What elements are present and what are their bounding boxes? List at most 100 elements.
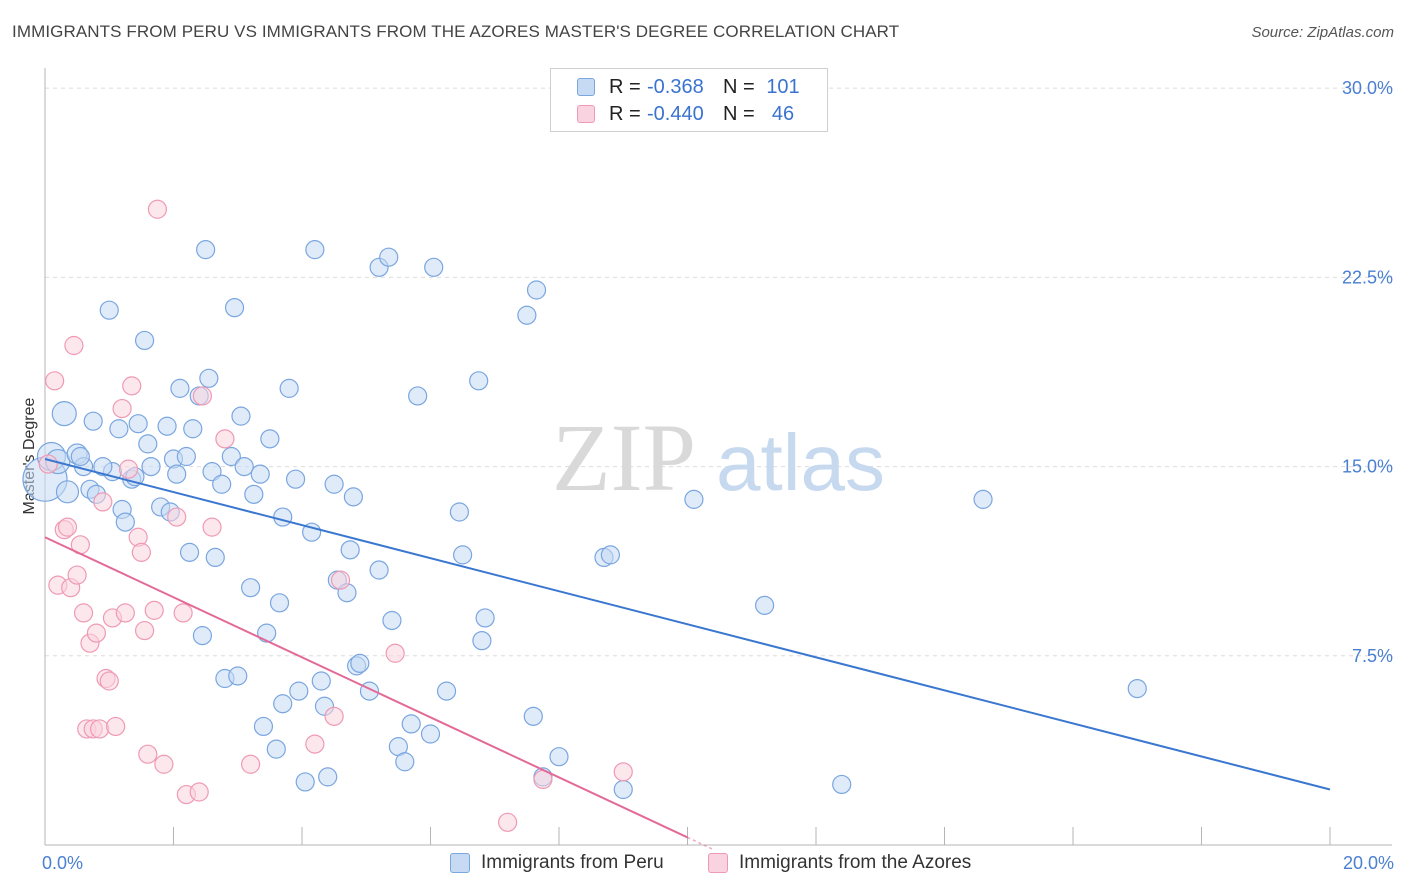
- bottom-legend-label-peru: Immigrants from Peru: [481, 852, 664, 873]
- peru-point: [273, 694, 293, 714]
- peru-point: [340, 540, 360, 560]
- peru-point: [241, 578, 261, 598]
- legend-r-label: R =: [609, 75, 641, 98]
- peru-point: [311, 671, 331, 691]
- peru-point: [93, 456, 113, 477]
- peru-point: [138, 434, 158, 454]
- azores-point: [241, 754, 261, 774]
- legend-n-value-azores: 46: [771, 102, 795, 125]
- legend-row-azores: R = -0.440 N = 46: [551, 102, 803, 126]
- peru-point: [295, 772, 315, 792]
- y-tick-label: 7.5%: [1352, 646, 1393, 666]
- peru-point: [523, 706, 543, 726]
- peru-point: [324, 474, 344, 494]
- azores-point: [131, 542, 151, 562]
- azores-point: [38, 454, 58, 474]
- peru-point: [517, 305, 537, 325]
- azores-point: [385, 643, 405, 663]
- peru-point: [83, 411, 103, 431]
- bottom-legend-swatch-peru: [450, 853, 470, 873]
- peru-point: [170, 378, 190, 398]
- peru-point: [253, 716, 274, 737]
- series-peru-points: [22, 240, 1147, 800]
- peru-point: [408, 386, 428, 406]
- azores-point: [324, 706, 344, 726]
- peru-point: [55, 480, 80, 504]
- gridlines: [45, 87, 1392, 657]
- legend-r-value-azores: -0.440: [647, 102, 704, 125]
- legend-r-value-peru: -0.368: [647, 75, 704, 98]
- peru-point: [183, 419, 203, 439]
- azores-point: [118, 459, 139, 479]
- peru-point: [379, 247, 399, 267]
- azores-point: [122, 376, 142, 396]
- peru-point: [472, 631, 492, 651]
- azores-point: [167, 507, 187, 527]
- peru-point: [382, 610, 402, 631]
- legend-row-peru: R = -0.368 N = 101: [551, 75, 803, 99]
- peru-point: [167, 464, 187, 484]
- azores-trendline-extension: [687, 836, 714, 851]
- peru-point: [196, 240, 216, 260]
- peru-point: [395, 752, 415, 772]
- azores-point: [202, 517, 222, 537]
- peru-point: [128, 414, 148, 434]
- x-tick-label-max: 20.0%: [1343, 853, 1394, 873]
- x-tick-label-min: 0.0%: [42, 853, 83, 873]
- bottom-legend-swatch-azores: [708, 853, 728, 873]
- peru-point: [436, 681, 457, 701]
- peru-point: [526, 280, 547, 300]
- peru-point: [266, 739, 286, 759]
- peru-point: [279, 378, 299, 398]
- peru-point: [469, 371, 489, 391]
- peru-point: [684, 489, 704, 509]
- peru-point: [192, 626, 213, 646]
- azores-point: [57, 517, 78, 537]
- peru-point: [99, 300, 119, 320]
- azores-point: [112, 398, 132, 419]
- y-tick-label: 22.5%: [1342, 267, 1393, 287]
- azores-point: [305, 734, 325, 754]
- peru-point: [157, 416, 177, 436]
- watermark-atlas: atlas: [716, 418, 885, 507]
- watermark: ZIP atlas: [552, 404, 885, 511]
- azores-point: [45, 371, 65, 391]
- peru-point: [600, 545, 621, 565]
- azores-point: [93, 492, 113, 512]
- peru-point: [305, 240, 325, 260]
- legend-n-value-peru: 101: [766, 75, 800, 98]
- peru-point: [420, 724, 441, 744]
- peru-point: [141, 456, 161, 477]
- azores-point: [144, 600, 164, 620]
- azores-trendline: [44, 536, 688, 839]
- peru-point: [754, 595, 775, 615]
- peru-point: [179, 542, 200, 562]
- peru-point: [401, 714, 421, 734]
- peru-point: [228, 666, 248, 686]
- azores-point: [613, 762, 633, 782]
- azores-point: [106, 716, 126, 737]
- bottom-legend-label-azores: Immigrants from the Azores: [739, 852, 972, 873]
- azores-point: [115, 603, 135, 623]
- peru-point: [202, 462, 222, 482]
- peru-point: [832, 774, 852, 795]
- peru-point: [289, 681, 309, 701]
- chart-source: Source: ZipAtlas.com: [1251, 24, 1394, 41]
- watermark-zip: ZIP: [552, 404, 696, 511]
- peru-point: [199, 368, 219, 388]
- azores-point: [147, 199, 168, 219]
- y-tick-label: 15.0%: [1342, 457, 1393, 477]
- legend-swatch-azores: [577, 105, 595, 123]
- correlation-legend: R = -0.368 N = 101 R = -0.440 N = 46: [550, 68, 828, 132]
- peru-point: [70, 446, 90, 467]
- peru-point: [302, 522, 322, 542]
- azores-point: [73, 603, 94, 623]
- peru-point: [453, 545, 473, 565]
- chart-title: IMMIGRANTS FROM PERU VS IMMIGRANTS FROM …: [12, 22, 900, 41]
- peru-point: [350, 653, 370, 673]
- peru-point: [449, 502, 470, 522]
- peru-point: [475, 608, 495, 628]
- azores-point: [330, 570, 351, 590]
- legend-n-label: N =: [723, 75, 755, 98]
- peru-point: [257, 623, 277, 643]
